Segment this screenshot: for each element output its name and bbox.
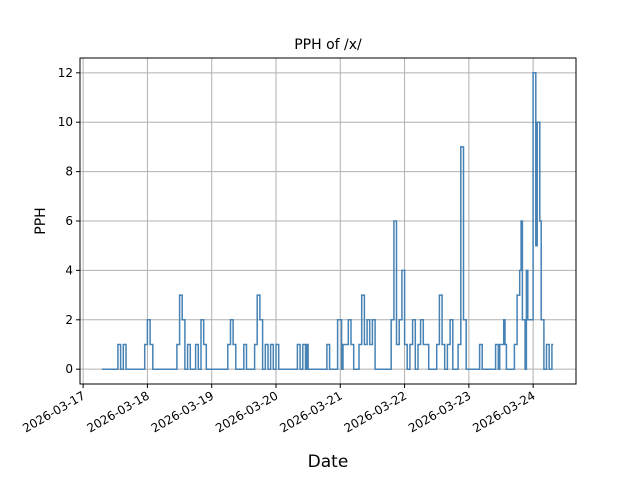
y-tick-label: 2 [65,313,73,327]
ticks: 2026-03-172026-03-182026-03-192026-03-20… [20,66,537,436]
grid [80,58,576,384]
y-tick-label: 0 [65,362,73,376]
y-tick-label: 10 [58,115,73,129]
series-line [101,72,554,370]
y-axis-label: PPH [33,207,49,234]
y-tick-label: 12 [58,66,73,80]
x-axis-label: Date [308,452,349,472]
axes-frame [79,57,577,385]
chart-title: PPH of /x/ [294,37,362,53]
x-tick-label: 2026-03-23 [406,388,473,435]
x-tick-label: 2026-03-18 [85,388,152,435]
x-tick-label: 2026-03-20 [213,388,280,435]
y-tick-label: 6 [65,214,73,228]
x-tick-label: 2026-03-17 [20,388,87,435]
y-tick-label: 8 [65,165,73,179]
x-tick-label: 2026-03-19 [149,388,216,435]
x-tick-label: 2026-03-24 [470,388,537,435]
y-tick-label: 4 [65,263,73,277]
x-tick-label: 2026-03-21 [277,388,344,435]
x-tick-label: 2026-03-22 [342,388,409,435]
